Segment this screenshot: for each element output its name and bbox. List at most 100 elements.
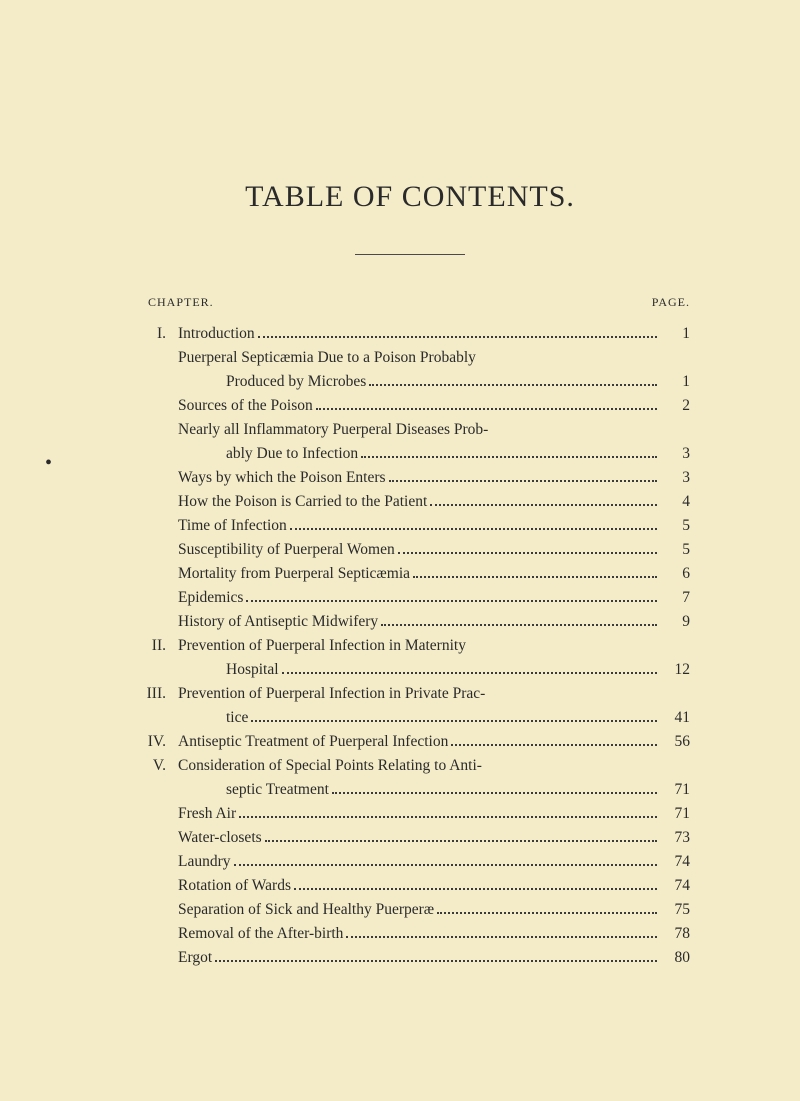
leader-dots (215, 960, 657, 962)
entry-text: Puerperal Septicæmia Due to a Poison Pro… (178, 346, 476, 370)
page-number: 73 (660, 826, 690, 850)
toc-entry: Hospital 12 (130, 658, 690, 682)
page-number: 2 (660, 394, 690, 418)
toc-entry: III.Prevention of Puerperal Infection in… (130, 682, 690, 706)
toc-entry: IV.Antiseptic Treatment of Puerperal Inf… (130, 730, 690, 754)
entry-text: Introduction (178, 322, 255, 346)
page-number: 9 (660, 610, 690, 634)
entry-text: How the Poison is Carried to the Patient (178, 490, 427, 514)
title-separator (355, 254, 465, 255)
page-number: 7 (660, 586, 690, 610)
page-number: 78 (660, 922, 690, 946)
roman-numeral: IV. (130, 730, 178, 754)
toc-entry: Removal of the After-birth 78 (130, 922, 690, 946)
roman-numeral: V. (130, 754, 178, 778)
leader-dots (332, 792, 657, 794)
entry-text: Water-closets (178, 826, 262, 850)
page-number: 5 (660, 514, 690, 538)
toc-entry: Rotation of Wards 74 (130, 874, 690, 898)
toc-entry: Time of Infection 5 (130, 514, 690, 538)
leader-dots (346, 936, 657, 938)
leader-dots (290, 528, 657, 530)
leader-dots (389, 480, 657, 482)
toc-entry: Sources of the Poison 2 (130, 394, 690, 418)
page-number: 1 (660, 322, 690, 346)
page-number: 3 (660, 466, 690, 490)
entry-text: Prevention of Puerperal Infection in Pri… (178, 682, 485, 706)
page-number: 3 (660, 442, 690, 466)
roman-numeral: II. (130, 634, 178, 658)
page-number: 5 (660, 538, 690, 562)
entry-text: Nearly all Inflammatory Puerperal Diseas… (178, 418, 488, 442)
entry-text: Ergot (178, 946, 212, 970)
leader-dots (258, 336, 657, 338)
toc-entry: Water-closets 73 (130, 826, 690, 850)
entry-text: Antiseptic Treatment of Puerperal Infect… (178, 730, 448, 754)
entry-text: Hospital (226, 658, 279, 682)
leader-dots (413, 576, 657, 578)
toc-entry: Fresh Air 71 (130, 802, 690, 826)
toc-entry: tice41 (130, 706, 690, 730)
entry-text: Separation of Sick and Healthy Puerperæ (178, 898, 434, 922)
toc-entry: Mortality from Puerperal Septicæmia6 (130, 562, 690, 586)
entry-text: ably Due to Infection (226, 442, 358, 466)
toc-entry: Ergot 80 (130, 946, 690, 970)
entry-text: Susceptibility of Puerperal Women (178, 538, 395, 562)
leader-dots (234, 864, 657, 866)
margin-bullet: • (45, 452, 52, 475)
leader-dots (437, 912, 657, 914)
toc-container: I.Introduction 1 Puerperal Septicæmia Due … (130, 322, 690, 970)
entry-text: History of Antiseptic Midwifery (178, 610, 378, 634)
toc-entry: How the Poison is Carried to the Patient… (130, 490, 690, 514)
toc-entry: I.Introduction 1 (130, 322, 690, 346)
page-number: 71 (660, 778, 690, 802)
page-number: 71 (660, 802, 690, 826)
entry-text: Time of Infection (178, 514, 287, 538)
toc-entry: Puerperal Septicæmia Due to a Poison Pro… (130, 346, 690, 370)
entry-text: Consideration of Special Points Relating… (178, 754, 482, 778)
toc-entry: Produced by Microbes 1 (130, 370, 690, 394)
leader-dots (369, 384, 657, 386)
entry-text: Prevention of Puerperal Infection in Mat… (178, 634, 466, 658)
toc-entry: ably Due to Infection 3 (130, 442, 690, 466)
page-number: 56 (660, 730, 690, 754)
toc-header: CHAPTER. PAGE. (130, 295, 690, 310)
page-number: 12 (660, 658, 690, 682)
toc-entry: Epidemics 7 (130, 586, 690, 610)
page-number: 80 (660, 946, 690, 970)
leader-dots (361, 456, 657, 458)
entry-text: Laundry (178, 850, 231, 874)
leader-dots (251, 720, 657, 722)
toc-entry: V.Consideration of Special Points Relati… (130, 754, 690, 778)
entry-text: Fresh Air (178, 802, 236, 826)
entry-text: Sources of the Poison (178, 394, 313, 418)
page-number: 4 (660, 490, 690, 514)
page-number: 74 (660, 850, 690, 874)
toc-entry: Separation of Sick and Healthy Puerperæ 7… (130, 898, 690, 922)
leader-dots (265, 840, 657, 842)
leader-dots (381, 624, 657, 626)
header-chapter: CHAPTER. (148, 295, 214, 310)
toc-entry: septic Treatment 71 (130, 778, 690, 802)
leader-dots (282, 672, 657, 674)
entry-text: Epidemics (178, 586, 243, 610)
entry-text: septic Treatment (226, 778, 329, 802)
leader-dots (294, 888, 657, 890)
entry-text: Removal of the After-birth (178, 922, 343, 946)
leader-dots (239, 816, 657, 818)
toc-entry: II.Prevention of Puerperal Infection in … (130, 634, 690, 658)
leader-dots (246, 600, 657, 602)
toc-entry: History of Antiseptic Midwifery 9 (130, 610, 690, 634)
leader-dots (398, 552, 657, 554)
entry-text: Rotation of Wards (178, 874, 291, 898)
entry-text: Ways by which the Poison Enters (178, 466, 386, 490)
page-number: 74 (660, 874, 690, 898)
toc-entry: Susceptibility of Puerperal Women 5 (130, 538, 690, 562)
page-number: 1 (660, 370, 690, 394)
page-number: 75 (660, 898, 690, 922)
roman-numeral: I. (130, 322, 178, 346)
entry-text: Produced by Microbes (226, 370, 366, 394)
page-title: TABLE OF CONTENTS. (130, 180, 690, 214)
header-page: PAGE. (652, 295, 690, 310)
page-number: 41 (660, 706, 690, 730)
